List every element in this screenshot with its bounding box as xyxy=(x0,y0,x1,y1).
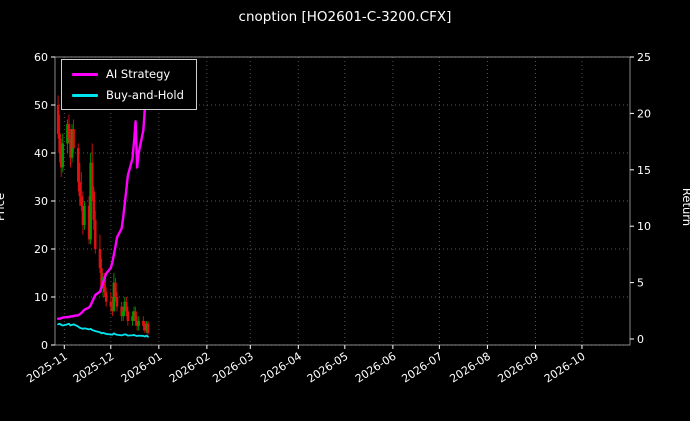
legend-item-ai-strategy: AI Strategy xyxy=(72,67,184,81)
svg-text:0: 0 xyxy=(637,333,644,346)
svg-text:10: 10 xyxy=(34,291,48,304)
legend-line-buy-and-hold xyxy=(72,93,98,97)
svg-text:0: 0 xyxy=(41,339,48,352)
series-layer xyxy=(56,67,150,338)
candles-layer xyxy=(56,95,150,336)
svg-text:15: 15 xyxy=(637,164,651,177)
svg-text:50: 50 xyxy=(34,99,48,112)
svg-text:2025-12: 2025-12 xyxy=(71,350,117,386)
svg-text:40: 40 xyxy=(34,147,48,160)
svg-text:20: 20 xyxy=(637,107,651,120)
svg-text:2026-01: 2026-01 xyxy=(119,350,165,386)
svg-text:2026-03: 2026-03 xyxy=(210,350,256,386)
svg-text:60: 60 xyxy=(34,51,48,64)
svg-text:30: 30 xyxy=(34,195,48,208)
svg-text:20: 20 xyxy=(34,243,48,256)
legend-item-buy-and-hold: Buy-and-Hold xyxy=(72,88,184,102)
svg-text:2026-08: 2026-08 xyxy=(447,350,493,386)
y-axis-label-price: Price xyxy=(0,192,8,222)
svg-text:2026-04: 2026-04 xyxy=(258,350,304,386)
svg-text:2026-07: 2026-07 xyxy=(399,350,445,386)
svg-text:10: 10 xyxy=(637,220,651,233)
svg-text:2026-06: 2026-06 xyxy=(353,350,399,386)
svg-text:2026-09: 2026-09 xyxy=(495,350,541,386)
svg-text:2026-10: 2026-10 xyxy=(542,350,588,386)
svg-text:25: 25 xyxy=(637,51,651,64)
legend-label: AI Strategy xyxy=(106,67,171,81)
svg-text:2026-05: 2026-05 xyxy=(305,350,351,386)
grid-layer xyxy=(55,56,630,346)
y-axis-label-return: Return xyxy=(679,187,690,227)
legend-line-ai-strategy xyxy=(72,72,98,76)
legend-label: Buy-and-Hold xyxy=(106,88,184,102)
svg-text:2026-02: 2026-02 xyxy=(167,350,213,386)
legend: AI Strategy Buy-and-Hold xyxy=(61,59,197,110)
svg-text:2025-11: 2025-11 xyxy=(24,350,70,386)
chart-title: cnoption [HO2601-C-3200.CFX] xyxy=(238,9,452,25)
svg-text:5: 5 xyxy=(637,277,644,290)
